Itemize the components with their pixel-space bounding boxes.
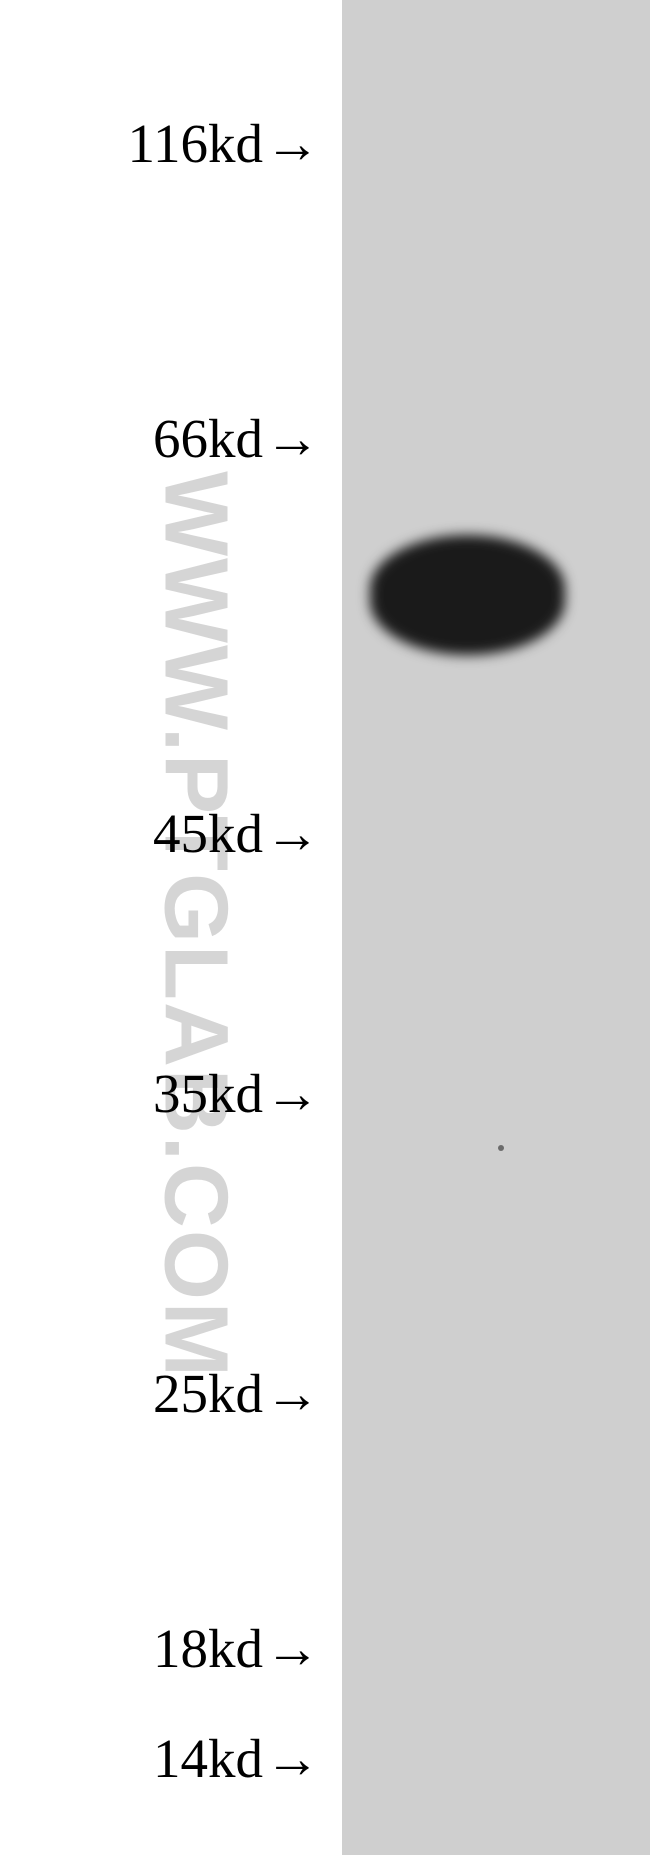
- mw-marker-text: 18kd: [153, 1618, 263, 1679]
- protein-band: [370, 535, 565, 655]
- blot-lane: [342, 0, 650, 1855]
- mw-marker-text: 66kd: [153, 408, 263, 469]
- arrow-right-icon: →: [265, 1062, 320, 1125]
- watermark-text: WWW.PTGLAB.COM: [144, 471, 247, 1379]
- mw-marker-label: 14kd→: [153, 1727, 320, 1790]
- mw-marker-label: 35kd→: [153, 1062, 320, 1125]
- arrow-right-icon: →: [265, 1727, 320, 1790]
- mw-marker-label: 116kd→: [128, 112, 320, 175]
- mw-marker-label: 66kd→: [153, 407, 320, 470]
- western-blot-figure: WWW.PTGLAB.COM 116kd→66kd→45kd→35kd→25kd…: [0, 0, 650, 1855]
- mw-marker-label: 25kd→: [153, 1362, 320, 1425]
- speck: [498, 1145, 504, 1151]
- mw-marker-text: 14kd: [153, 1728, 263, 1789]
- mw-marker-label: 45kd→: [153, 802, 320, 865]
- arrow-right-icon: →: [265, 802, 320, 865]
- mw-marker-label: 18kd→: [153, 1617, 320, 1680]
- arrow-right-icon: →: [265, 407, 320, 470]
- arrow-right-icon: →: [265, 112, 320, 175]
- arrow-right-icon: →: [265, 1617, 320, 1680]
- mw-marker-text: 35kd: [153, 1063, 263, 1124]
- mw-marker-text: 25kd: [153, 1363, 263, 1424]
- mw-marker-text: 45kd: [153, 803, 263, 864]
- arrow-right-icon: →: [265, 1362, 320, 1425]
- mw-marker-text: 116kd: [128, 113, 263, 174]
